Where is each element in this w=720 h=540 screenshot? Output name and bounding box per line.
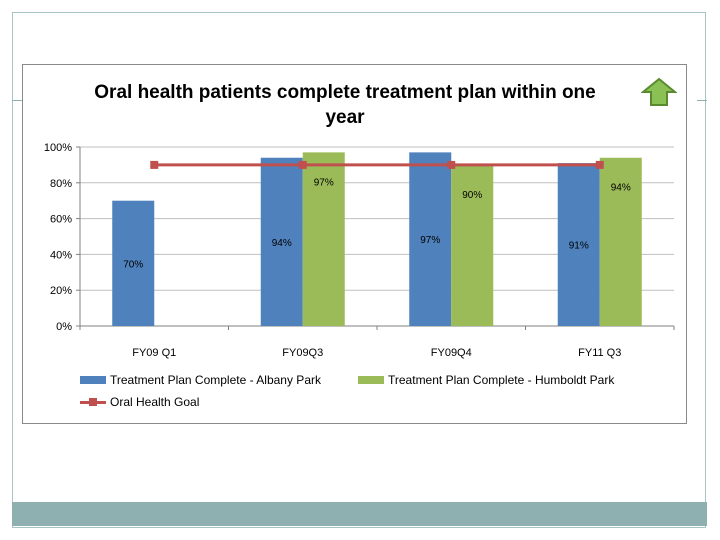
bar-albany: [409, 152, 452, 326]
y-tick-label: 100%: [44, 142, 72, 154]
x-tick-label: FY09Q3: [282, 347, 323, 359]
goal-marker: [447, 160, 456, 169]
x-tick-label: FY11 Q3: [578, 347, 621, 359]
goal-marker: [150, 160, 159, 169]
data-label: 90%: [462, 190, 482, 201]
x-tick-label: FY09Q4: [431, 347, 472, 359]
legend-swatch-albany: [80, 376, 106, 384]
data-label: 94%: [611, 183, 631, 194]
data-label: 91%: [569, 241, 589, 252]
data-label: 70%: [123, 259, 143, 270]
goal-marker: [298, 160, 307, 169]
legend-label-albany: Treatment Plan Complete - Albany Park: [110, 373, 321, 387]
legend-item-humboldt: Treatment Plan Complete - Humboldt Park: [358, 373, 614, 387]
data-label: 94%: [272, 238, 292, 249]
legend-item-goal: Oral Health Goal: [80, 395, 199, 409]
y-tick-label: 60%: [50, 214, 72, 226]
legend-marker-goal: [89, 397, 97, 406]
y-tick-label: 80%: [50, 178, 72, 190]
left-edge-mark: [12, 100, 22, 101]
bar-albany: [260, 157, 303, 326]
legend-item-albany: Treatment Plan Complete - Albany Park: [80, 373, 321, 387]
slide-frame: [12, 12, 706, 528]
bar-albany: [112, 200, 155, 326]
bar-humboldt: [451, 164, 494, 326]
bar-albany: [557, 163, 600, 326]
y-tick-label: 40%: [50, 249, 72, 261]
bar-humboldt: [599, 157, 642, 326]
data-label: 97%: [420, 235, 440, 246]
chart-title: Oral health patients complete treatment …: [94, 82, 596, 128]
footer-band: [12, 502, 707, 526]
y-tick-label: 20%: [50, 285, 72, 297]
data-label: 97%: [314, 177, 334, 188]
goal-marker: [595, 160, 604, 169]
up-arrow-icon: [641, 77, 677, 106]
legend-swatch-humboldt: [358, 376, 384, 384]
x-tick-label: FY09 Q1: [132, 347, 176, 359]
right-edge-mark: [697, 100, 707, 101]
y-tick-label: 0%: [56, 321, 72, 333]
legend-line-goal: [80, 397, 106, 406]
bar-humboldt: [302, 152, 345, 326]
legend-label-humboldt: Treatment Plan Complete - Humboldt Park: [388, 373, 615, 387]
legend-label-goal: Oral Health Goal: [110, 395, 200, 409]
